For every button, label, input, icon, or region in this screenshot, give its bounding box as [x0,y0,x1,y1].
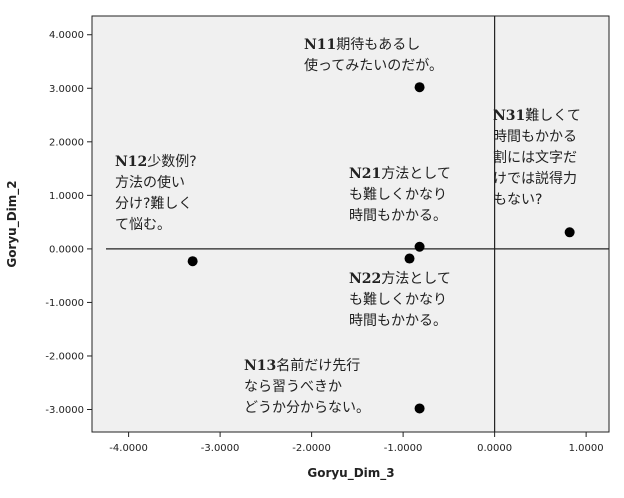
annotation-line: 割には文字だ [493,149,577,166]
annotation-line: なら習うべきか [244,379,342,395]
reference-lines [106,16,609,432]
x-tick-label: -3.0000 [201,443,240,454]
x-tick-label: -1.0000 [384,443,423,454]
annotation-line: 時間もかかる。 [349,313,447,329]
x-axis-title: Goryu_Dim_3 [307,466,394,481]
data-point [187,256,198,267]
y-tick-label: -1.0000 [45,298,84,309]
y-tick-label: 1.0000 [49,191,84,202]
annotation-line: どうか分からない。 [244,400,370,416]
annotation-code: N11 [304,37,336,53]
x-tick-label: 0.0000 [477,443,512,454]
annotation-line: 分け?難しく [115,196,192,212]
annotation-code: N22 [349,271,381,287]
y-axis: 4.0000 3.0000 2.0000 1.0000 0.0000 -1.0000 -2.… [45,30,92,416]
annotation-line: 使ってみたいのだが。 [304,57,443,74]
x-tick-label: -2.0000 [292,443,331,454]
annotation-code: N31 [493,108,525,124]
annotation-text: 方法として [381,271,451,287]
annotation-line: N12少数例? [115,154,197,170]
annotation-line: N22方法として [349,271,451,287]
annotation-line: もない? [493,192,542,208]
data-point [414,82,425,93]
data-points [187,82,575,414]
annotation-code: N12 [115,154,147,170]
annotation-line: けでは説得力 [493,170,577,187]
annotation-text: 方法として [381,166,451,182]
annotation-line: も難しくかなり [349,292,447,308]
y-axis-title: Goryu_Dim_2 [5,180,20,267]
annotation-code: N13 [244,358,276,374]
y-tick-label: 3.0000 [49,84,84,95]
annotation-line: 時間もかかる。 [349,208,447,224]
annotation-text: 名前だけ先行 [276,357,360,374]
annotation-line: 方法の使い [115,174,185,191]
plot-area [91,15,610,433]
x-axis: -4.0000 -3.0000 -2.0000 -1.0000 0.0000 1.0000 [109,432,604,454]
annotation-text: 期待もあるし [336,37,420,53]
data-point [404,253,415,264]
annotation-text: 難しくて [525,108,581,124]
annotation-line: N31難しくて [493,108,581,124]
x-tick-label: -4.0000 [109,443,148,454]
annotation-line: N11期待もあるし [304,37,420,53]
y-tick-label: 4.0000 [49,30,84,41]
annotation-line: N21方法として [349,166,451,182]
annotation-line: N13名前だけ先行 [244,357,360,374]
y-tick-label: 2.0000 [49,137,84,148]
y-tick-label: -3.0000 [45,405,84,416]
annotation-code: N21 [349,166,381,182]
data-point [414,403,425,414]
annotation-line: も難しくかなり [349,187,447,203]
y-tick-label: -2.0000 [45,351,84,362]
annotation-line: て悩む。 [115,217,171,233]
data-point [414,241,425,252]
annotation-text: 少数例? [147,154,196,170]
annotation-line: 時間もかかる [493,129,577,145]
data-point [564,227,575,238]
y-tick-label: 0.0000 [49,244,84,255]
x-tick-label: 1.0000 [569,443,604,454]
